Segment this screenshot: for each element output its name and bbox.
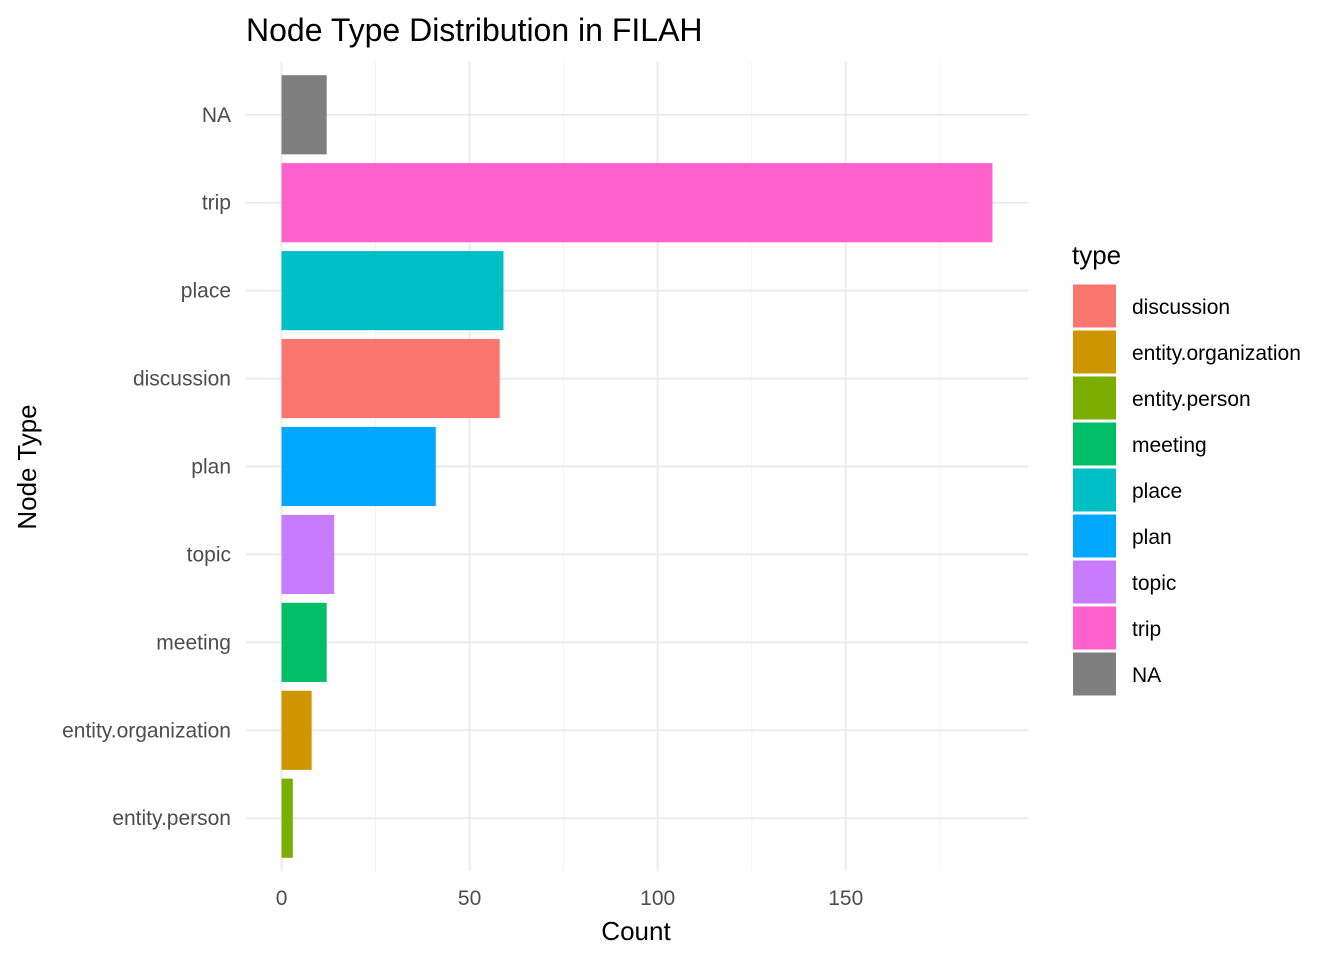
y-tick-label: place (181, 280, 231, 303)
legend-key (1073, 376, 1116, 420)
legend-key (1073, 514, 1116, 558)
y-tick-labels: entity.person entity.organization meeting t… (62, 104, 231, 830)
y-tick-label: entity.organization (62, 719, 231, 742)
legend-key (1073, 422, 1116, 466)
y-tick-label: NA (202, 104, 231, 127)
legend-label: entity.person (1132, 388, 1251, 411)
legend-label: plan (1132, 526, 1172, 549)
legend-key (1073, 330, 1116, 374)
x-axis-title: Count (601, 916, 671, 946)
x-tick-label: 50 (458, 887, 481, 910)
x-tick-labels: 0 50 100 150 (276, 887, 864, 910)
bar-meeting (281, 602, 327, 682)
legend-key (1073, 606, 1116, 650)
bar-discussion (281, 338, 500, 419)
legend-title: type (1072, 240, 1121, 270)
y-tick-label: meeting (156, 631, 231, 654)
bar-topic (281, 514, 335, 595)
y-tick-label: discussion (133, 368, 231, 391)
bar-place (281, 251, 504, 331)
y-tick-label: topic (187, 543, 231, 566)
x-tick-label: 0 (276, 887, 288, 910)
legend-label: place (1132, 480, 1182, 503)
legend: type discussion entity.organization entity… (1072, 240, 1301, 696)
legend-key (1073, 468, 1116, 512)
legend-label: trip (1132, 618, 1161, 641)
legend-key (1073, 560, 1116, 604)
bar-na (281, 75, 327, 155)
bar-entity-person (281, 778, 293, 858)
bar-entity-organization (281, 690, 312, 770)
legend-label: NA (1132, 664, 1161, 687)
bar-trip (281, 163, 993, 243)
legend-label: discussion (1132, 296, 1230, 319)
legend-key (1073, 284, 1116, 328)
legend-label: meeting (1132, 434, 1207, 457)
legend-label: topic (1132, 572, 1176, 595)
legend-label: entity.organization (1132, 342, 1301, 365)
y-tick-label: entity.person (112, 807, 231, 830)
bars (281, 75, 993, 858)
chart-title: Node Type Distribution in FILAH (246, 12, 703, 48)
legend-key (1073, 652, 1116, 696)
bar-plan (281, 426, 436, 507)
x-tick-label: 150 (828, 887, 863, 910)
y-axis-title: Node Type (12, 404, 42, 529)
x-tick-label: 100 (640, 887, 675, 910)
y-tick-label: plan (191, 456, 231, 479)
y-tick-label: trip (202, 192, 231, 215)
